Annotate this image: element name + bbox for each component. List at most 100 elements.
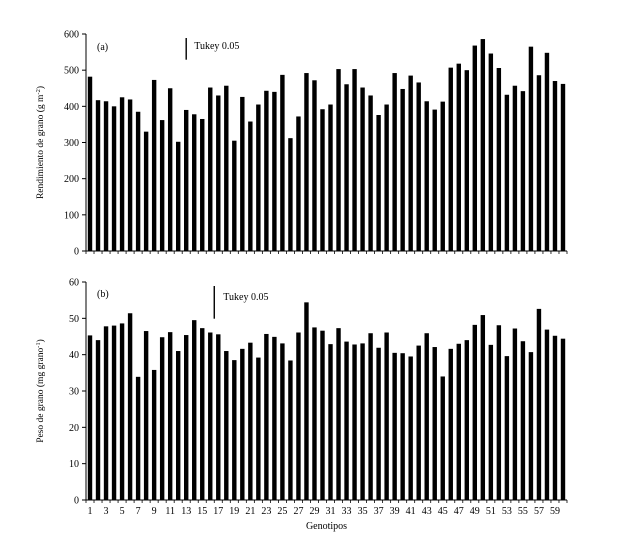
bar-genotype-17 bbox=[216, 334, 221, 500]
bar-genotype-26 bbox=[288, 360, 293, 500]
x-tick-label: 41 bbox=[406, 506, 416, 517]
bar-genotype-48 bbox=[464, 70, 469, 251]
bar-genotype-49 bbox=[472, 45, 478, 251]
y-tick-label: 200 bbox=[64, 174, 79, 185]
panel-a-y-axis-label-sup: -2 bbox=[35, 89, 42, 94]
panel-a-y-axis-label-close: ) bbox=[35, 86, 46, 89]
panel-a-grain-yield: 0 100 200 300 400 500 600 (a) Tukey 0.05 Rendi… bbox=[35, 30, 568, 258]
bar-genotype-32 bbox=[336, 328, 341, 500]
panel-b-y-axis-label-sup: -1 bbox=[35, 342, 42, 347]
bar-genotype-5 bbox=[119, 323, 125, 500]
bar-genotype-9 bbox=[151, 369, 157, 500]
x-tick-label: 31 bbox=[326, 506, 336, 517]
bar-genotype-31 bbox=[328, 104, 333, 252]
y-tick-label: 50 bbox=[69, 314, 79, 325]
bar-genotype-52 bbox=[496, 68, 502, 251]
bar-genotype-34 bbox=[352, 69, 357, 251]
bar-genotype-46 bbox=[448, 348, 453, 500]
bar-genotype-4 bbox=[111, 106, 117, 251]
bar-genotype-53 bbox=[504, 94, 510, 251]
x-tick-label: 43 bbox=[422, 506, 432, 517]
x-tick-label: 7 bbox=[136, 506, 141, 517]
bar-genotype-19 bbox=[232, 140, 237, 251]
bar-genotype-28 bbox=[304, 73, 309, 251]
bar-genotype-44 bbox=[432, 347, 437, 500]
bar-genotype-12 bbox=[175, 141, 181, 251]
x-tick-label: 35 bbox=[358, 506, 368, 517]
bar-genotype-27 bbox=[296, 116, 301, 252]
x-tick-label: 53 bbox=[502, 506, 512, 517]
bar-genotype-22 bbox=[256, 357, 261, 500]
bar-genotype-55 bbox=[520, 341, 526, 500]
bar-genotype-15 bbox=[200, 328, 205, 500]
bar-genotype-12 bbox=[175, 351, 181, 500]
bar-genotype-40 bbox=[400, 353, 405, 500]
bar-genotype-8 bbox=[143, 131, 149, 251]
bar-genotype-7 bbox=[135, 376, 141, 500]
bar-genotype-29 bbox=[312, 80, 317, 251]
bar-genotype-50 bbox=[480, 39, 486, 252]
x-tick-label: 21 bbox=[245, 506, 255, 517]
bar-genotype-38 bbox=[384, 104, 389, 252]
bar-genotype-3 bbox=[103, 101, 109, 252]
bar-genotype-23 bbox=[264, 333, 269, 500]
bar-genotype-47 bbox=[456, 63, 461, 251]
bar-genotype-29 bbox=[312, 327, 317, 500]
panel-b-y-axis-label-close: ) bbox=[35, 339, 46, 342]
x-tick-label: 1 bbox=[88, 506, 93, 517]
bar-genotype-1 bbox=[87, 335, 93, 500]
bar-genotype-60 bbox=[560, 83, 566, 251]
x-tick-label: 17 bbox=[213, 506, 223, 517]
bar-genotype-2 bbox=[95, 340, 101, 500]
panel-b-y-ticks: 0 10 20 30 40 50 60 bbox=[69, 278, 86, 507]
bar-genotype-43 bbox=[424, 101, 429, 252]
bar-genotype-55 bbox=[520, 91, 526, 251]
y-tick-label: 400 bbox=[64, 102, 79, 113]
bar-genotype-17 bbox=[216, 95, 221, 251]
panel-b-y-axis-label-text: Peso de grano (mg grano bbox=[35, 348, 46, 443]
bar-genotype-31 bbox=[328, 344, 333, 500]
panel-a-y-axis-label: Rendimiento de grano (g m-2) bbox=[35, 86, 47, 199]
y-tick-label: 30 bbox=[69, 387, 79, 398]
y-tick-label: 600 bbox=[64, 30, 79, 41]
bar-genotype-1 bbox=[87, 76, 93, 252]
x-tick-label: 5 bbox=[120, 506, 125, 517]
bar-genotype-22 bbox=[256, 104, 261, 252]
bar-genotype-60 bbox=[560, 338, 566, 500]
bar-genotype-18 bbox=[224, 351, 229, 500]
bar-genotype-32 bbox=[336, 69, 341, 251]
x-tick-label: 11 bbox=[165, 506, 175, 517]
bar-genotype-30 bbox=[320, 109, 325, 251]
bar-genotype-10 bbox=[159, 337, 165, 500]
bar-genotype-51 bbox=[488, 344, 494, 500]
bar-genotype-20 bbox=[240, 348, 245, 500]
bar-genotype-6 bbox=[127, 99, 133, 252]
bar-genotype-39 bbox=[392, 73, 397, 251]
y-tick-label: 0 bbox=[74, 247, 79, 258]
bar-genotype-33 bbox=[344, 84, 349, 252]
bar-genotype-15 bbox=[200, 118, 205, 252]
bar-genotype-49 bbox=[472, 324, 478, 500]
panel-a-tukey-label: Tukey 0.05 bbox=[194, 41, 239, 52]
bar-genotype-56 bbox=[528, 352, 534, 500]
panel-b-tukey-label: Tukey 0.05 bbox=[223, 292, 268, 303]
x-tick-label: 49 bbox=[470, 506, 480, 517]
bar-genotype-16 bbox=[208, 87, 213, 251]
bar-genotype-18 bbox=[224, 85, 229, 251]
bar-genotype-27 bbox=[296, 332, 301, 500]
bar-genotype-33 bbox=[344, 341, 349, 500]
x-tick-label: 13 bbox=[181, 506, 191, 517]
bar-genotype-14 bbox=[192, 114, 197, 251]
bar-genotype-45 bbox=[440, 101, 445, 251]
bar-genotype-25 bbox=[280, 74, 285, 252]
panel-b-x-axis-label: Genotipos bbox=[306, 521, 347, 532]
bar-genotype-52 bbox=[496, 325, 502, 500]
bar-genotype-9 bbox=[151, 79, 157, 252]
bar-genotype-36 bbox=[368, 95, 373, 251]
x-tick-label: 9 bbox=[152, 506, 157, 517]
bar-genotype-45 bbox=[440, 376, 445, 500]
bar-genotype-7 bbox=[135, 111, 141, 251]
bar-genotype-54 bbox=[512, 328, 518, 500]
bar-genotype-56 bbox=[528, 46, 534, 251]
panel-a-y-ticks: 0 100 200 300 400 500 600 bbox=[64, 30, 86, 258]
